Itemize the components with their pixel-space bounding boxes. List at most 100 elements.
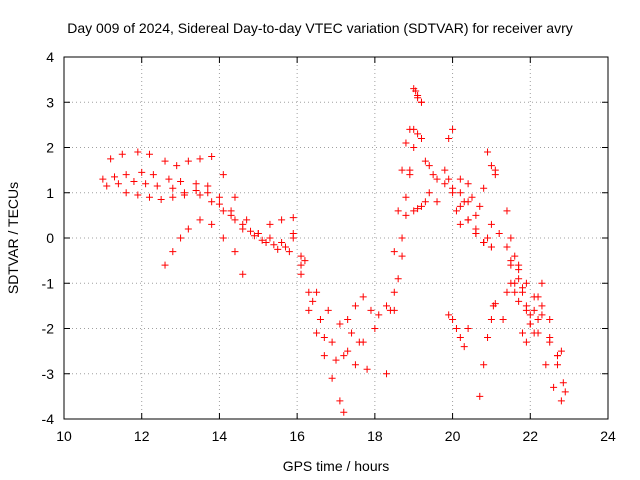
data-point [542, 361, 550, 369]
data-point [476, 202, 484, 210]
data-point [316, 315, 324, 323]
data-point [472, 229, 480, 237]
x-tick-label: 18 [367, 428, 383, 444]
x-tick-label: 24 [600, 428, 616, 444]
data-point [215, 193, 223, 201]
y-tick-label: -3 [42, 366, 55, 382]
data-point [538, 311, 546, 319]
data-point [165, 175, 173, 183]
data-point [417, 202, 425, 210]
data-point [305, 306, 313, 314]
data-point [460, 198, 468, 206]
data-point [402, 139, 410, 147]
data-point [487, 220, 495, 228]
data-point [320, 334, 328, 342]
data-point [301, 257, 309, 265]
data-point [340, 408, 348, 416]
data-point [445, 311, 453, 319]
data-point [219, 234, 227, 242]
data-point [495, 229, 503, 237]
data-point [394, 207, 402, 215]
data-point [511, 252, 519, 260]
data-point [173, 162, 181, 170]
data-point [503, 243, 511, 251]
x-tick-label: 14 [212, 428, 228, 444]
y-tick-label: -1 [42, 275, 55, 291]
data-point [515, 297, 523, 305]
data-point [266, 220, 274, 228]
data-point [324, 306, 332, 314]
data-point [390, 306, 398, 314]
data-point [239, 270, 247, 278]
y-tick-label: 4 [46, 49, 54, 65]
data-point [177, 234, 185, 242]
data-point [145, 150, 153, 158]
data-point [204, 182, 212, 190]
data-point [398, 166, 406, 174]
data-point [538, 279, 546, 287]
data-point [553, 352, 561, 360]
data-point [383, 370, 391, 378]
data-point [367, 306, 375, 314]
data-point [114, 180, 122, 188]
x-tick-label: 22 [522, 428, 538, 444]
data-point [511, 288, 519, 296]
data-point [390, 288, 398, 296]
data-point [550, 383, 558, 391]
series-track-3 [107, 148, 379, 346]
data-point [480, 184, 488, 192]
series-track-8 [390, 130, 437, 314]
data-point [371, 325, 379, 332]
data-point [215, 200, 223, 208]
data-point [530, 329, 538, 337]
data-point [161, 261, 169, 269]
data-point [526, 320, 534, 328]
series-track-11 [445, 148, 499, 228]
data-point [487, 162, 495, 170]
grid [64, 57, 608, 419]
data-point [433, 198, 441, 206]
data-point [553, 361, 561, 369]
data-point [445, 175, 453, 183]
y-tick-label: 1 [46, 185, 54, 201]
data-point [414, 205, 422, 213]
data-point [468, 193, 476, 201]
y-axis-label: SDTVAR / TECUs [5, 182, 21, 294]
data-point [452, 207, 460, 215]
data-point [208, 220, 216, 228]
data-point [348, 329, 356, 337]
data-point [196, 216, 204, 224]
data-point [192, 180, 200, 188]
data-point [145, 193, 153, 201]
data-point [149, 171, 157, 179]
data-point [254, 229, 262, 237]
data-point [313, 329, 321, 337]
data-point [118, 150, 126, 158]
series-track-14 [456, 189, 567, 387]
data-point [122, 171, 130, 179]
data-point [522, 306, 530, 314]
data-point [219, 171, 227, 179]
data-point [449, 184, 457, 192]
data-point [208, 198, 216, 206]
data-point [351, 361, 359, 369]
data-point [530, 306, 538, 314]
data-point [227, 211, 235, 219]
series-track-12 [445, 311, 472, 351]
data-point [421, 157, 429, 165]
series-track-10 [433, 125, 499, 247]
chart-title: Day 009 of 2024, Sidereal Day-to-day VTE… [67, 20, 573, 36]
data-point [184, 225, 192, 233]
data-point [484, 334, 492, 342]
data-point [394, 275, 402, 283]
x-tick-label: 10 [56, 428, 72, 444]
data-point [142, 180, 150, 188]
series-track-17 [507, 275, 565, 360]
data-point [169, 193, 177, 201]
data-point [507, 234, 515, 242]
data-point [538, 302, 546, 310]
data-point [363, 365, 371, 373]
data-point [526, 311, 534, 319]
data-point [344, 315, 352, 323]
data-point [134, 148, 142, 156]
